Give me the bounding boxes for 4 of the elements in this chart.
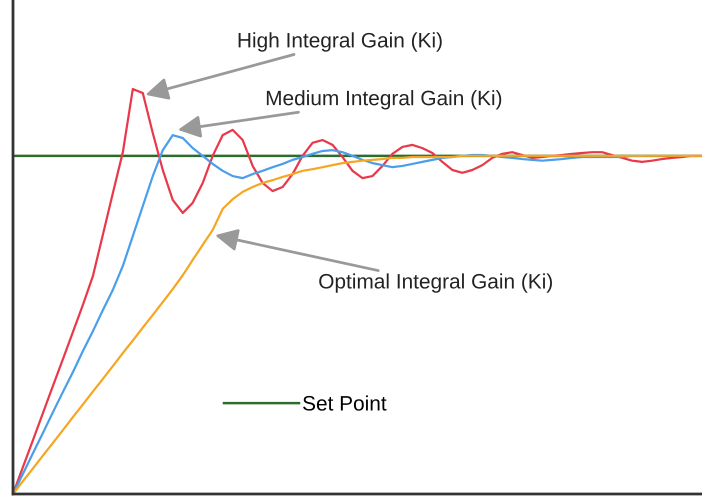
annotation: Optimal Integral Gain (Ki) <box>319 273 552 293</box>
text: High Integral Gain (Ki) <box>238 32 442 52</box>
annotation: Medium Integral Gain (Ki) <box>266 90 502 110</box>
legend-label: Set Point <box>303 395 386 411</box>
